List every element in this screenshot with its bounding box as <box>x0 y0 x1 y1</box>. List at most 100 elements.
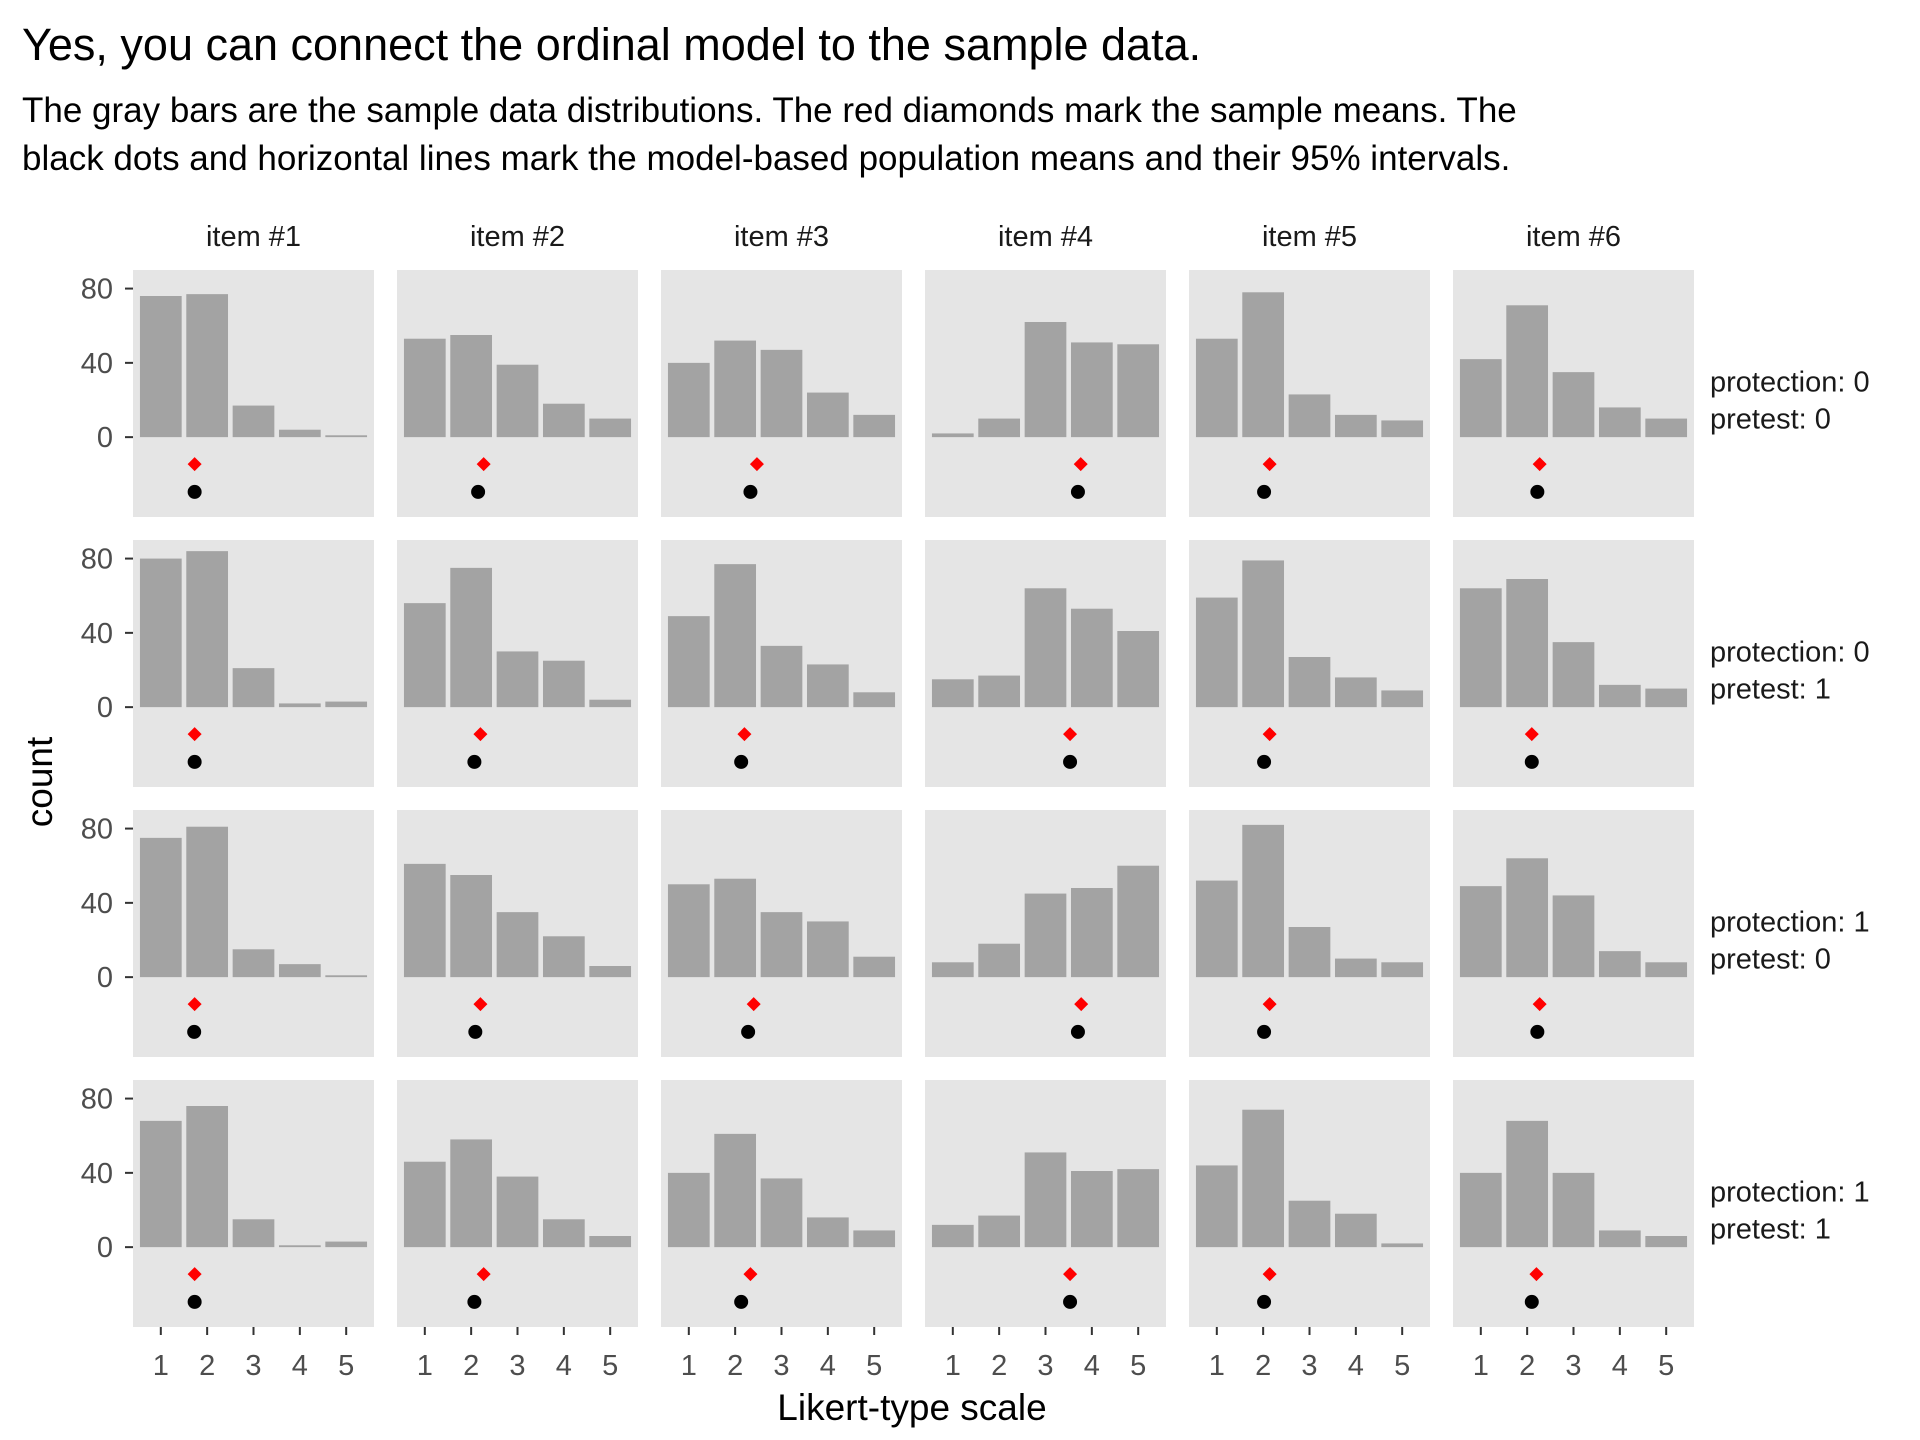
count-bar <box>1381 420 1424 438</box>
y-tick-label: 80 <box>81 274 113 306</box>
model-mean-dot <box>1257 1024 1272 1039</box>
y-tick-label: 80 <box>81 814 113 846</box>
count-bar <box>1242 1109 1285 1248</box>
sample-mean-diamond <box>746 997 761 1012</box>
count-bar <box>1381 962 1424 978</box>
sample-mean-diamond <box>1074 997 1089 1012</box>
count-bar <box>232 949 275 978</box>
row-strip-label-protection: protection: 0 <box>1710 637 1870 669</box>
count-bar <box>139 558 182 708</box>
x-tick-label: 4 <box>556 1350 572 1382</box>
count-bar <box>1288 1200 1331 1248</box>
x-tick-label: 5 <box>338 1350 354 1382</box>
y-tick-label: 40 <box>81 1158 113 1190</box>
count-bar <box>403 863 446 978</box>
sample-mean-diamond <box>737 727 752 742</box>
count-bar <box>1645 688 1688 708</box>
x-tick-label: 5 <box>602 1350 618 1382</box>
count-bar <box>1117 344 1160 438</box>
count-bar <box>496 912 539 978</box>
model-mean-dot <box>187 1024 202 1039</box>
chart-title: Yes, you can connect the ordinal model t… <box>22 19 1201 70</box>
model-mean-dot <box>1070 484 1085 499</box>
model-mean-dot <box>1524 754 1539 769</box>
count-bar <box>1506 1120 1549 1248</box>
sample-mean-diamond <box>187 727 202 742</box>
count-bar <box>760 349 803 438</box>
count-bar <box>1506 579 1549 708</box>
count-bar <box>1459 359 1502 438</box>
count-bar <box>186 826 229 978</box>
count-bar <box>1598 1230 1641 1248</box>
count-bar <box>806 1217 849 1248</box>
count-bar <box>1070 888 1113 978</box>
count-bar <box>186 1106 229 1248</box>
count-bar <box>1459 1172 1502 1248</box>
count-bar <box>278 1245 321 1248</box>
count-bar <box>1598 951 1641 978</box>
count-bar <box>139 296 182 438</box>
count-bar <box>325 975 368 978</box>
row-strip-label-pretest: pretest: 0 <box>1710 404 1831 436</box>
x-tick-label: 4 <box>1348 1350 1364 1382</box>
count-bar <box>186 551 229 708</box>
sample-mean-diamond <box>187 457 202 472</box>
model-mean-dot <box>468 1024 483 1039</box>
count-bar <box>1024 1152 1067 1248</box>
x-tick-label: 5 <box>866 1350 882 1382</box>
sample-mean-diamond <box>187 997 202 1012</box>
row-strip-label-pretest: pretest: 1 <box>1710 1214 1831 1246</box>
x-tick-label: 3 <box>509 1350 525 1382</box>
x-tick-label: 1 <box>1473 1350 1489 1382</box>
count-bar <box>1024 322 1067 438</box>
sample-mean-diamond <box>1262 1267 1277 1282</box>
y-axis-title: count <box>19 736 60 827</box>
count-bar <box>1195 1165 1238 1248</box>
y-tick-label: 0 <box>97 422 113 454</box>
count-bar <box>1024 893 1067 978</box>
count-bar <box>450 567 493 708</box>
count-bar <box>450 335 493 438</box>
count-bar <box>1598 407 1641 438</box>
x-tick-label: 2 <box>1519 1350 1535 1382</box>
count-bar <box>931 433 974 438</box>
sample-mean-diamond <box>1063 1267 1078 1282</box>
count-bar <box>1334 1213 1377 1248</box>
count-bar <box>1552 1172 1595 1248</box>
x-tick-label: 1 <box>945 1350 961 1382</box>
sample-mean-diamond <box>1073 457 1088 472</box>
x-tick-label: 2 <box>199 1350 215 1382</box>
count-bar <box>1552 642 1595 708</box>
x-tick-label: 5 <box>1658 1350 1674 1382</box>
count-bar <box>496 364 539 438</box>
count-bar <box>978 943 1021 978</box>
x-tick-label: 3 <box>773 1350 789 1382</box>
x-tick-label: 2 <box>463 1350 479 1382</box>
sample-mean-diamond <box>476 1267 491 1282</box>
count-bar <box>1024 588 1067 708</box>
count-bar <box>853 692 896 708</box>
model-mean-dot <box>1070 1024 1085 1039</box>
model-mean-dot <box>471 484 486 499</box>
count-bar <box>542 403 585 438</box>
count-bar <box>1459 588 1502 708</box>
count-bar <box>1506 305 1549 438</box>
model-mean-dot <box>467 1294 482 1309</box>
x-tick-label: 3 <box>1301 1350 1317 1382</box>
x-tick-label: 3 <box>1037 1350 1053 1382</box>
count-bar <box>1645 962 1688 978</box>
sample-mean-diamond <box>1063 727 1078 742</box>
count-bar <box>1645 418 1688 438</box>
model-mean-dot <box>1257 1294 1272 1309</box>
y-tick-label: 80 <box>81 1084 113 1116</box>
count-bar <box>1117 1169 1160 1248</box>
count-bar <box>853 1230 896 1248</box>
model-mean-dot <box>187 1294 202 1309</box>
column-strip-label: item #1 <box>206 221 301 253</box>
facet-grid: item #1 item #2 item #3 item #4 item #5 item … <box>81 221 1870 1382</box>
column-strip-label: item #5 <box>1262 221 1357 253</box>
x-tick-label: 4 <box>1084 1350 1100 1382</box>
sample-mean-diamond <box>749 457 764 472</box>
x-tick-label: 3 <box>245 1350 261 1382</box>
count-bar <box>1070 1171 1113 1248</box>
